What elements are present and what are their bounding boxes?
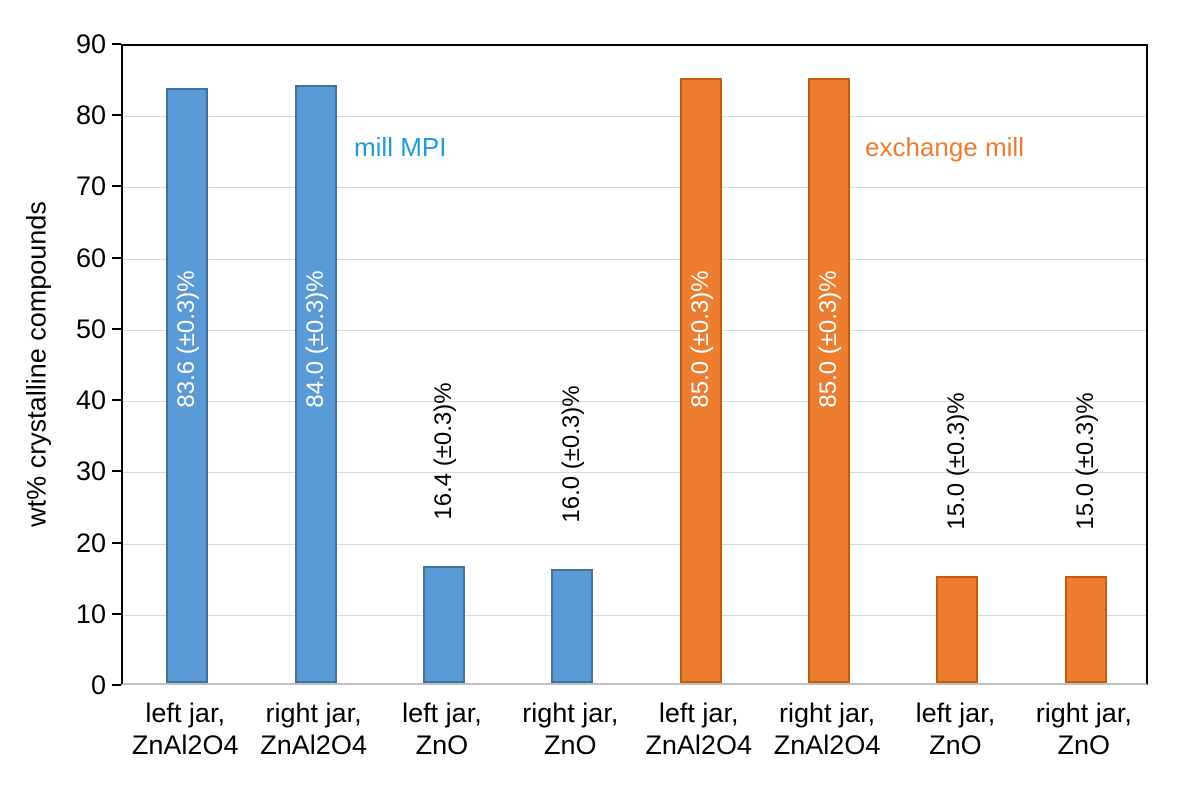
y-tick-label: 90: [75, 29, 106, 59]
x-category-label: left jar, ZnO: [378, 697, 506, 761]
gridline: [123, 258, 1146, 260]
y-tick-label: 20: [75, 527, 106, 558]
y-tick-mark: [112, 612, 121, 615]
x-category-label-line: ZnAl2O4: [773, 730, 881, 760]
y-tick-label: 30: [75, 456, 106, 487]
x-category-label-line: left jar,: [658, 698, 739, 728]
gridline: [123, 329, 1146, 331]
x-category-label: right jar, ZnAl2O4: [763, 697, 891, 761]
bar-data-label: 83.6 (±0.3)%: [173, 270, 201, 408]
x-category-label-line: ZnO: [544, 730, 597, 760]
x-category-label-line: right jar,: [1035, 698, 1132, 728]
y-tick-mark: [112, 684, 121, 686]
gridline: [123, 472, 1146, 474]
y-tick-label: 0: [90, 670, 106, 700]
x-category-label: left jar, ZnAl2O4: [635, 697, 763, 761]
bar: [679, 77, 722, 683]
gridline: [123, 187, 1146, 189]
bar-data-label: 85.0 (±0.3)%: [686, 270, 714, 408]
x-category-label-line: ZnAl2O4: [645, 730, 752, 760]
gridline: [123, 543, 1146, 545]
y-tick-label: 40: [75, 385, 106, 416]
annotation-exchange-mill: exchange mill: [865, 132, 1024, 162]
x-category-label-line: ZnO: [415, 730, 469, 760]
y-tick-label: 10: [75, 598, 106, 629]
y-tick-mark: [112, 327, 121, 330]
bar: [294, 84, 337, 683]
y-tick-mark: [112, 185, 121, 188]
y-tick-label: 60: [75, 242, 106, 273]
bar-data-label: 15.0 (±0.3)%: [1071, 392, 1099, 530]
bar-data-label: 85.0 (±0.3)%: [815, 270, 843, 408]
bar: [1064, 576, 1107, 683]
y-tick-mark: [112, 399, 121, 402]
y-tick-mark: [112, 114, 121, 117]
y-tick-mark: [112, 470, 121, 473]
x-category-label: left jar, ZnO: [891, 697, 1019, 761]
x-category-label-line: ZnAl2O4: [131, 730, 239, 760]
bar: [551, 569, 594, 683]
x-category-label-line: ZnO: [929, 730, 982, 760]
x-category-label: right jar, ZnO: [1020, 697, 1148, 761]
x-category-label-line: ZnAl2O4: [260, 730, 367, 760]
bar-data-label: 16.0 (±0.3)%: [558, 385, 586, 523]
x-axis: left jar, ZnAl2O4 right jar, ZnAl2O4 left ja…: [121, 697, 1148, 777]
gridline: [123, 614, 1146, 616]
bar: [808, 77, 851, 683]
gridline: [123, 116, 1146, 118]
y-tick-label: 50: [75, 313, 106, 344]
bar-data-label: 84.0 (±0.3)%: [301, 270, 329, 408]
x-category-label-line: right jar,: [522, 698, 619, 728]
x-category-label-line: right jar,: [779, 698, 876, 728]
x-category-label-line: right jar,: [265, 698, 362, 728]
x-category-label-line: left jar,: [145, 698, 225, 728]
y-tick-label: 70: [75, 171, 106, 202]
bar: [422, 566, 465, 683]
bar-data-label: 15.0 (±0.3)%: [943, 392, 971, 530]
y-tick-mark: [112, 541, 121, 544]
x-category-label: left jar, ZnAl2O4: [121, 697, 249, 761]
plot-area: mill MPI exchange mill 83.6 (±0.3)% 84.0 …: [121, 44, 1148, 685]
bar: [166, 87, 209, 683]
x-category-label-line: ZnO: [1057, 730, 1111, 760]
y-tick-mark: [112, 256, 121, 259]
bar: [936, 576, 979, 683]
bar-data-label: 16.4 (±0.3)%: [429, 382, 457, 520]
x-category-label: right jar, ZnO: [506, 697, 634, 761]
x-category-label-line: left jar,: [402, 698, 482, 728]
x-category-label-line: left jar,: [915, 698, 996, 728]
annotation-mill-mpi: mill MPI: [354, 132, 447, 162]
x-category-label: right jar, ZnAl2O4: [249, 697, 377, 761]
y-tick-mark: [112, 43, 121, 45]
y-tick-label: 80: [75, 100, 106, 131]
gridline: [123, 401, 1146, 403]
